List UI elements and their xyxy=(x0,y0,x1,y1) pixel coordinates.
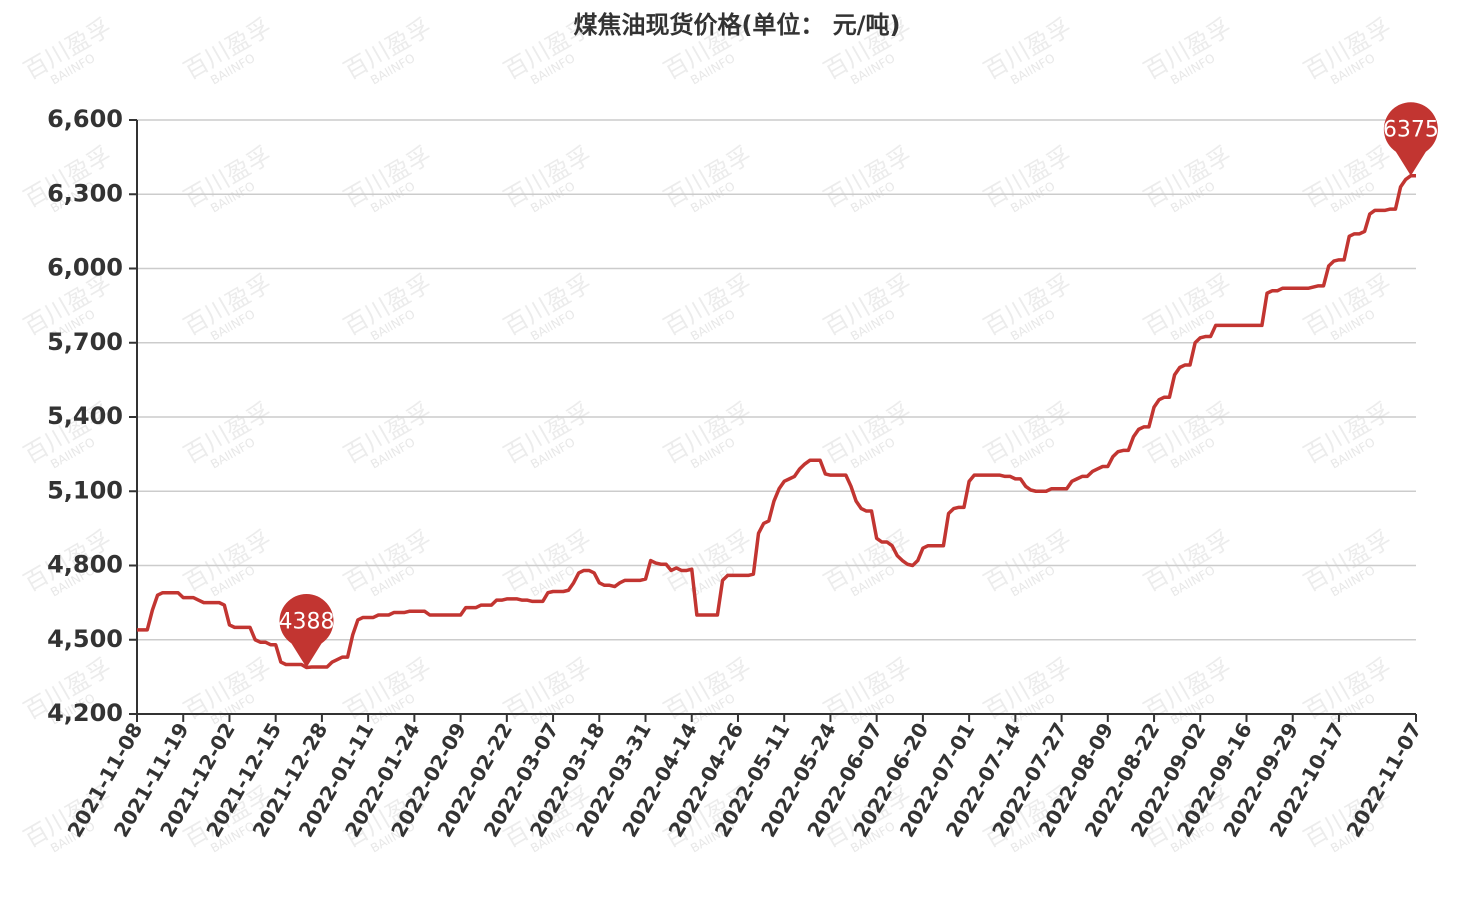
y-tick-label: 4,800 xyxy=(47,551,123,579)
chart-title: 煤焦油现货价格(单位： 元/吨) xyxy=(573,11,900,39)
line xyxy=(137,173,1416,670)
y-tick-label: 5,700 xyxy=(47,328,123,356)
plot: 6375 4388 xyxy=(137,102,1439,670)
y-tick-label: 6,300 xyxy=(47,179,123,207)
y-tick-label: 4,200 xyxy=(47,699,123,727)
y-tick-label: 6,000 xyxy=(47,254,123,282)
y-tick-label: 4,500 xyxy=(47,625,123,653)
pin xyxy=(1383,102,1438,176)
pin-label: 4388 xyxy=(279,609,335,634)
pin xyxy=(279,594,334,668)
pin-label: 6375 xyxy=(1383,118,1439,143)
x-tick-label: 2022-11-07 xyxy=(1342,719,1427,842)
y-tick-label: 6,600 xyxy=(47,105,123,133)
y-tick-label: 5,400 xyxy=(47,402,123,430)
y-tick-label: 5,100 xyxy=(47,476,123,504)
grid: 4,200 4,500 4,800 5,100 5,400 5,700 6,000 6,300… xyxy=(47,105,1426,841)
